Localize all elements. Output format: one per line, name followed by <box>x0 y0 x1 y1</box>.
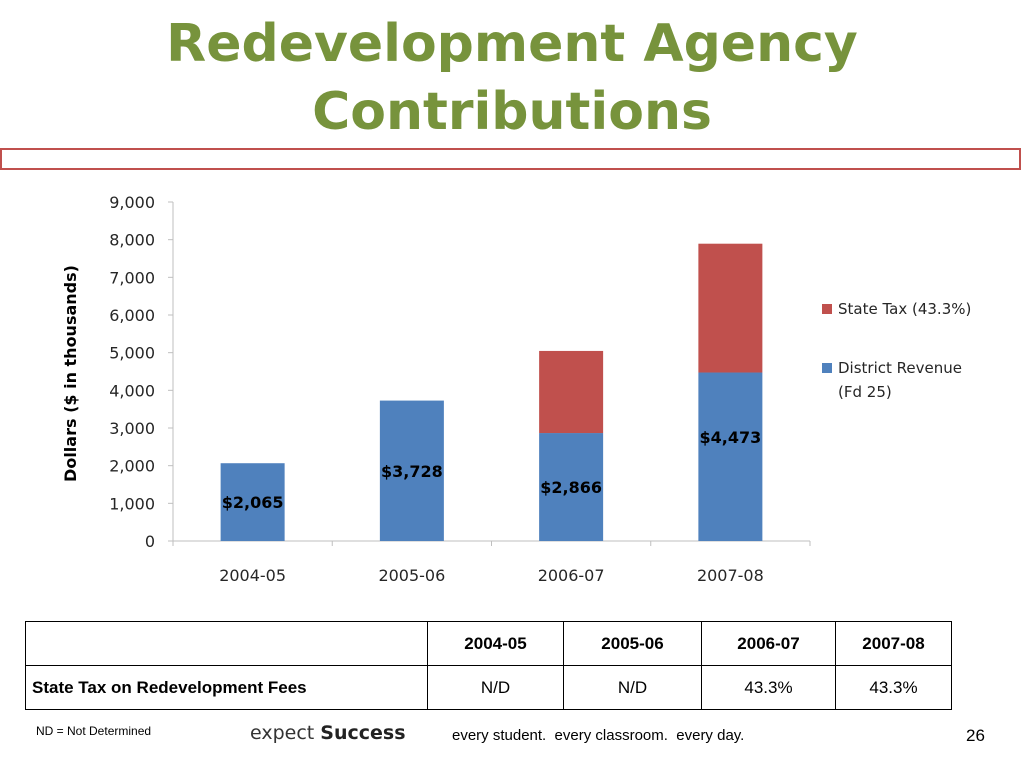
y-tick-label: 0 <box>145 532 155 551</box>
brand-text-success: Success <box>320 722 406 744</box>
legend-swatch <box>822 363 832 373</box>
table-header-cell <box>25 621 428 666</box>
footnote: ND = Not Determined <box>36 724 152 738</box>
data-label: $2,866 <box>540 478 602 497</box>
y-tick-label: 6,000 <box>109 306 155 325</box>
y-tick-label: 1,000 <box>109 494 155 513</box>
data-label: $2,065 <box>222 493 284 512</box>
data-label: $4,473 <box>700 428 762 447</box>
legend-label: District Revenue <box>838 359 962 377</box>
table-cell: N/D <box>563 665 702 710</box>
table-cell: 43.3% <box>701 665 836 710</box>
y-tick-label: 9,000 <box>109 193 155 212</box>
table-header-row: 2004-05 2005-06 2006-07 2007-08 <box>25 621 952 666</box>
data-label: $3,728 <box>381 462 443 481</box>
y-tick-label: 5,000 <box>109 344 155 363</box>
tagline: every student. every classroom. every da… <box>452 727 745 744</box>
brand-text-expect: expect <box>250 722 321 744</box>
x-tick-label: 2005-06 <box>378 566 445 585</box>
table-cell: 43.3% <box>835 665 952 710</box>
brand-logo: expect Success <box>250 722 406 744</box>
slide-title: Redevelopment Agency Contributions <box>0 10 1024 146</box>
table-header-cell: 2005-06 <box>563 621 702 666</box>
y-tick-label: 8,000 <box>109 231 155 250</box>
bar-state-tax <box>698 243 763 373</box>
y-tick-label: 7,000 <box>109 268 155 287</box>
bar-district-revenue <box>539 433 604 541</box>
y-axis-label: Dollars ($ in thousands) <box>61 265 80 482</box>
bar-district-revenue <box>379 400 444 541</box>
bar-district-revenue <box>220 463 285 541</box>
table-header-cell: 2004-05 <box>427 621 564 666</box>
slide-title-line2: Contributions <box>312 82 712 142</box>
legend-label-line2: (Fd 25) <box>838 383 892 401</box>
page-number: 26 <box>966 726 985 745</box>
data-table: 2004-05 2005-06 2006-07 2007-08 State Ta… <box>25 621 952 710</box>
table-row: State Tax on Redevelopment Fees N/D N/D … <box>25 665 952 710</box>
y-tick-label: 4,000 <box>109 381 155 400</box>
table-cell: N/D <box>427 665 564 710</box>
table-row-label: State Tax on Redevelopment Fees <box>25 665 428 710</box>
y-tick-label: 2,000 <box>109 457 155 476</box>
x-tick-label: 2006-07 <box>538 566 605 585</box>
x-tick-label: 2004-05 <box>219 566 286 585</box>
bar-district-revenue <box>698 372 763 541</box>
table-header-cell: 2007-08 <box>835 621 952 666</box>
stacked-bar-chart: 0 1,000 2,000 3,000 4,000 5,000 6,000 7,000 8,00… <box>61 193 971 585</box>
table-header-cell: 2006-07 <box>701 621 836 666</box>
title-divider-box <box>0 148 1021 170</box>
legend-swatch <box>822 304 832 314</box>
slide-title-line1: Redevelopment Agency <box>166 14 858 74</box>
bar-state-tax <box>539 350 604 434</box>
legend-label: State Tax (43.3%) <box>838 300 971 318</box>
x-tick-label: 2007-08 <box>697 566 764 585</box>
y-tick-label: 3,000 <box>109 419 155 438</box>
